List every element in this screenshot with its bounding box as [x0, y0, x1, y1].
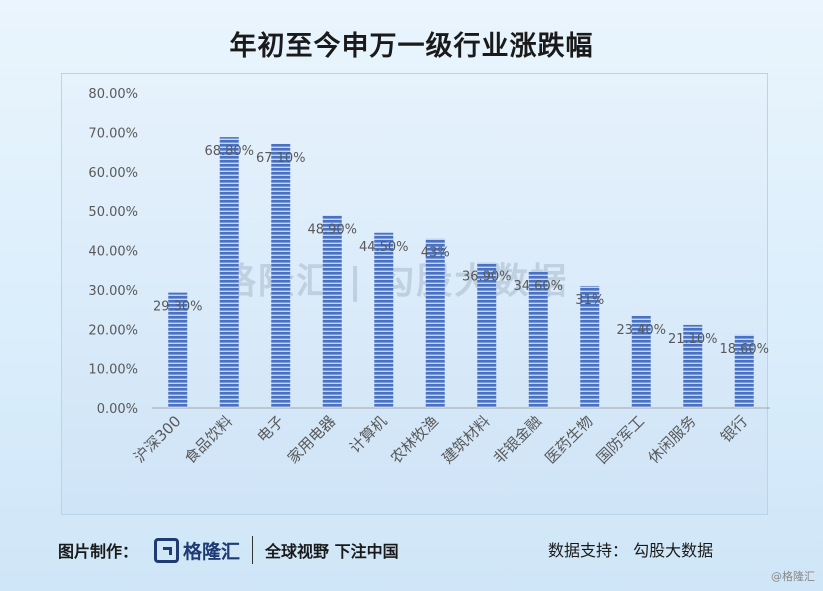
- category-label: 计算机: [346, 412, 391, 457]
- value-label: 67.10%: [256, 151, 306, 166]
- value-label: 21.10%: [668, 332, 718, 347]
- category-label: 沪深300: [130, 412, 184, 466]
- bar: [219, 137, 239, 408]
- value-label: 18.60%: [719, 342, 769, 357]
- y-tick-label: 20.00%: [88, 323, 138, 338]
- value-label: 29.30%: [153, 300, 203, 315]
- y-axis: 0.00% 10.00% 20.00% 30.00% 40.00% 50.00% 60.00…: [88, 87, 138, 417]
- value-label: 43%: [421, 246, 450, 261]
- y-tick-label: 30.00%: [88, 284, 138, 299]
- bar: [322, 215, 342, 408]
- y-tick-label: 70.00%: [88, 126, 138, 141]
- y-tick-label: 80.00%: [88, 87, 138, 102]
- bar: [580, 285, 600, 408]
- bar: [631, 315, 651, 408]
- value-label: 23.40%: [616, 323, 666, 338]
- brand-logo: 格隆汇: [154, 537, 240, 564]
- category-label: 食品饮料: [181, 412, 236, 467]
- value-label: 31%: [575, 293, 604, 308]
- data-support: 数据支持： 勾股大数据: [548, 541, 714, 560]
- bar: [683, 324, 703, 408]
- bar: [271, 143, 291, 408]
- category-label: 休闲服务: [644, 412, 699, 467]
- category-label: 非银金融: [490, 412, 545, 467]
- chart-title: 年初至今申万一级行业涨跌幅: [229, 31, 594, 62]
- category-label: 家用电器: [284, 412, 339, 467]
- bar: [374, 232, 394, 408]
- category-label: 建筑材料: [438, 412, 493, 467]
- category-label: 银行: [717, 412, 751, 446]
- bar: [425, 238, 445, 408]
- category-label: 国防军工: [593, 412, 648, 467]
- logo-text: 格隆汇: [183, 540, 241, 563]
- bar: [734, 334, 754, 408]
- y-tick-label: 40.00%: [88, 245, 138, 260]
- bar: [477, 262, 497, 408]
- y-tick-label: 60.00%: [88, 166, 138, 181]
- category-label: 电子: [254, 412, 288, 446]
- divider: [252, 536, 254, 564]
- logo-icon: [154, 537, 180, 563]
- value-label: 68.80%: [204, 144, 254, 159]
- made-by-label: 图片制作：: [58, 542, 139, 561]
- y-tick-label: 10.00%: [88, 363, 138, 378]
- bar: [168, 292, 188, 408]
- category-label: 农林牧渔: [387, 412, 442, 467]
- slogan: 全球视野 下注中国: [265, 542, 399, 561]
- footer-credit: 图片制作： 格隆汇 全球视野 下注中国: [58, 536, 399, 564]
- value-label: 34.60%: [513, 279, 563, 294]
- value-labels: 29.30%68.80% 67.10%48.90%44.50% 43%36.90%3…: [153, 144, 769, 357]
- bar: [528, 271, 548, 408]
- y-tick-label: 0.00%: [97, 402, 138, 417]
- y-tick-label: 50.00%: [88, 205, 138, 220]
- corner-watermark: @格隆汇: [771, 570, 815, 583]
- value-label: 36.90%: [462, 270, 512, 285]
- value-label: 44.50%: [359, 240, 409, 255]
- value-label: 48.90%: [307, 222, 357, 237]
- category-label: 医药生物: [541, 412, 596, 467]
- bars: [168, 137, 754, 408]
